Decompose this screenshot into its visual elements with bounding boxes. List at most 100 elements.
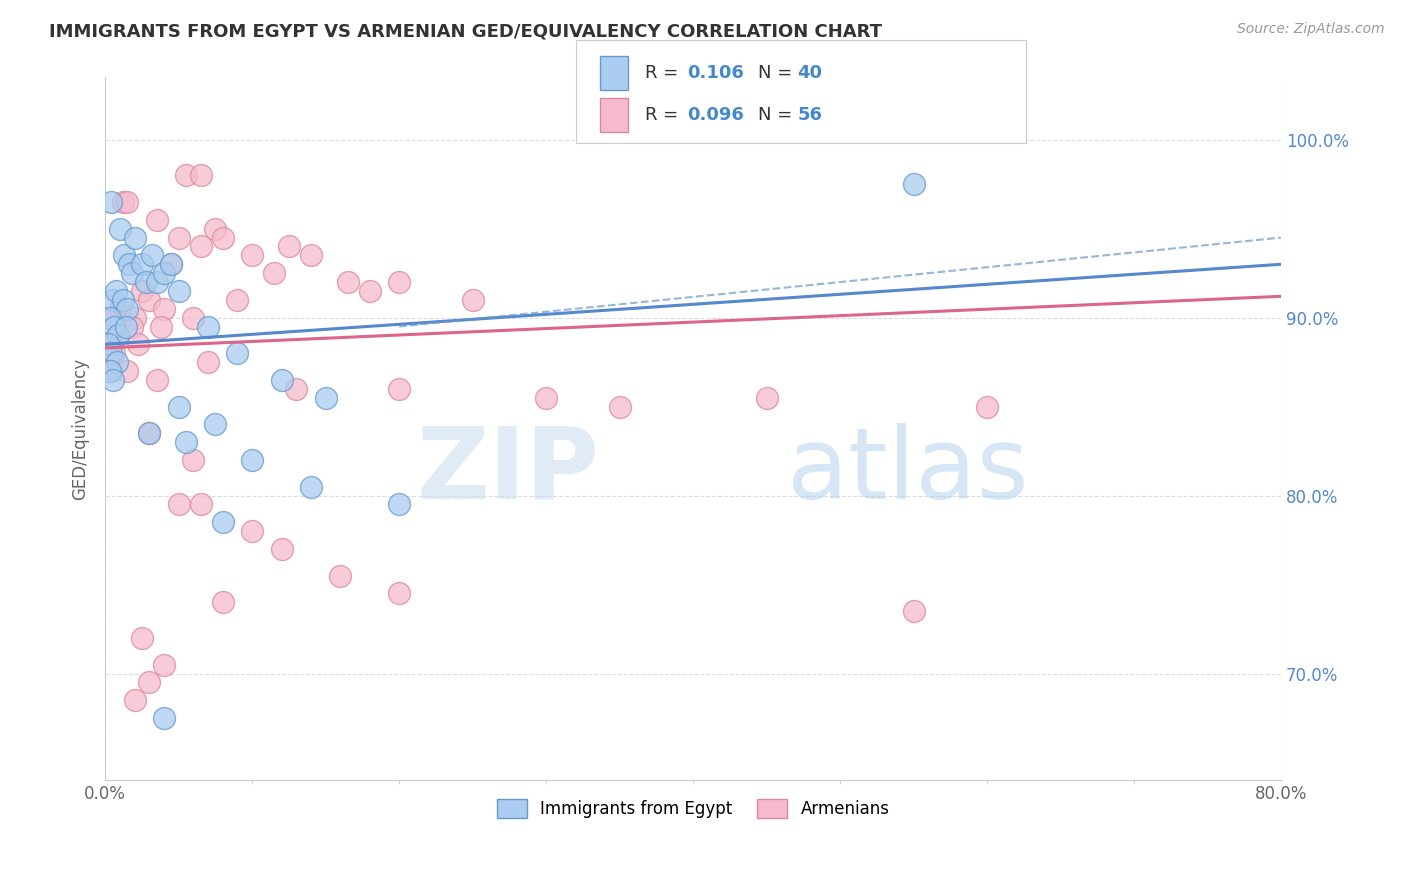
Immigrants from Egypt xyxy=(118,257,141,271)
Text: 0.106: 0.106 xyxy=(688,63,744,82)
Immigrants from Egypt xyxy=(197,319,219,334)
Armenians xyxy=(100,364,122,378)
Armenians xyxy=(388,275,411,289)
Immigrants from Egypt xyxy=(153,266,176,280)
Immigrants from Egypt xyxy=(299,480,322,494)
Armenians xyxy=(153,301,176,316)
Immigrants from Egypt xyxy=(388,498,411,512)
Text: 40: 40 xyxy=(797,63,823,82)
Immigrants from Egypt xyxy=(103,319,125,334)
Text: N =: N = xyxy=(758,106,792,124)
Immigrants from Egypt xyxy=(121,266,143,280)
Immigrants from Egypt xyxy=(315,391,337,405)
Armenians xyxy=(117,194,139,209)
Armenians xyxy=(190,498,212,512)
Armenians xyxy=(145,212,167,227)
Armenians xyxy=(121,319,143,334)
Armenians xyxy=(127,337,149,351)
Armenians xyxy=(359,284,381,298)
Armenians xyxy=(98,337,121,351)
Armenians xyxy=(190,239,212,253)
Immigrants from Egypt xyxy=(153,711,176,725)
Immigrants from Egypt xyxy=(97,337,120,351)
Immigrants from Egypt xyxy=(167,400,190,414)
Immigrants from Egypt xyxy=(167,284,190,298)
Armenians xyxy=(755,391,778,405)
Armenians xyxy=(299,248,322,262)
Armenians xyxy=(277,239,299,253)
Armenians xyxy=(609,400,631,414)
Immigrants from Egypt xyxy=(107,328,129,343)
Text: R =: R = xyxy=(645,63,679,82)
Armenians xyxy=(240,248,263,262)
Armenians xyxy=(101,310,124,325)
Armenians xyxy=(336,275,359,289)
Y-axis label: GED/Equivalency: GED/Equivalency xyxy=(72,358,89,500)
Armenians xyxy=(534,391,557,405)
Armenians xyxy=(903,604,925,618)
Immigrants from Egypt xyxy=(104,284,127,298)
Text: 0.096: 0.096 xyxy=(688,106,744,124)
Immigrants from Egypt xyxy=(240,453,263,467)
Immigrants from Egypt xyxy=(145,275,167,289)
Armenians xyxy=(138,426,160,441)
Armenians xyxy=(124,310,146,325)
Armenians xyxy=(138,293,160,307)
Armenians xyxy=(153,657,176,672)
Immigrants from Egypt xyxy=(270,373,292,387)
Armenians xyxy=(124,693,146,707)
Immigrants from Egypt xyxy=(98,364,121,378)
Immigrants from Egypt xyxy=(226,346,249,360)
Armenians xyxy=(131,631,153,645)
Armenians xyxy=(103,346,125,360)
Armenians xyxy=(285,382,308,396)
Armenians xyxy=(105,328,128,343)
Armenians xyxy=(145,373,167,387)
Immigrants from Egypt xyxy=(141,248,163,262)
Immigrants from Egypt xyxy=(160,257,183,271)
Armenians xyxy=(211,230,233,244)
Armenians xyxy=(388,382,411,396)
Armenians xyxy=(197,355,219,369)
Immigrants from Egypt xyxy=(138,426,160,441)
Immigrants from Egypt xyxy=(101,373,124,387)
Armenians xyxy=(329,568,352,582)
Immigrants from Egypt xyxy=(98,310,121,325)
Armenians xyxy=(211,595,233,609)
Armenians xyxy=(131,284,153,298)
Armenians xyxy=(388,586,411,600)
Immigrants from Egypt xyxy=(117,301,139,316)
Immigrants from Egypt xyxy=(135,275,157,289)
Armenians xyxy=(183,310,205,325)
Armenians xyxy=(167,498,190,512)
Immigrants from Egypt xyxy=(100,346,122,360)
Immigrants from Egypt xyxy=(112,248,135,262)
Immigrants from Egypt xyxy=(101,293,124,307)
Armenians xyxy=(263,266,285,280)
Armenians xyxy=(226,293,249,307)
Text: ZIP: ZIP xyxy=(416,423,599,519)
Text: IMMIGRANTS FROM EGYPT VS ARMENIAN GED/EQUIVALENCY CORRELATION CHART: IMMIGRANTS FROM EGYPT VS ARMENIAN GED/EQ… xyxy=(49,22,882,40)
Armenians xyxy=(138,675,160,690)
Text: R =: R = xyxy=(645,106,679,124)
Armenians xyxy=(108,301,131,316)
Armenians xyxy=(190,169,212,183)
Text: N =: N = xyxy=(758,63,792,82)
Immigrants from Egypt xyxy=(211,516,233,530)
Text: 56: 56 xyxy=(797,106,823,124)
Text: atlas: atlas xyxy=(787,423,1029,519)
Immigrants from Egypt xyxy=(100,194,122,209)
Immigrants from Egypt xyxy=(131,257,153,271)
Armenians xyxy=(117,364,139,378)
Immigrants from Egypt xyxy=(124,230,146,244)
Armenians xyxy=(240,524,263,538)
Armenians xyxy=(174,169,197,183)
Immigrants from Egypt xyxy=(108,221,131,235)
Legend: Immigrants from Egypt, Armenians: Immigrants from Egypt, Armenians xyxy=(489,792,896,825)
Armenians xyxy=(976,400,998,414)
Armenians xyxy=(111,194,134,209)
Immigrants from Egypt xyxy=(903,178,925,192)
Armenians xyxy=(461,293,484,307)
Armenians xyxy=(183,453,205,467)
Immigrants from Egypt xyxy=(204,417,226,432)
